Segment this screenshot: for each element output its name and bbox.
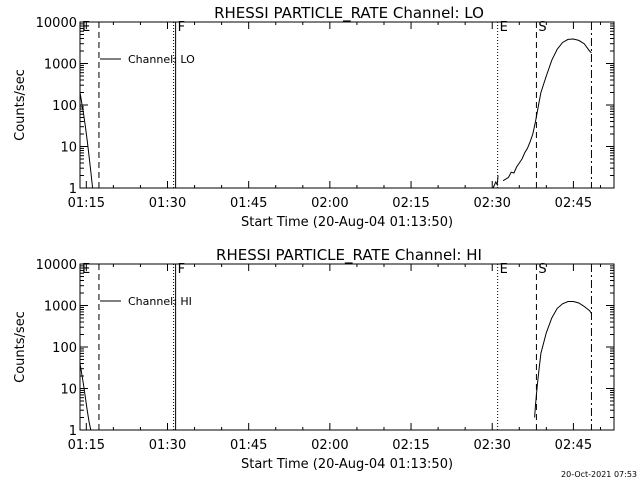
y-tick-label: 100 [52,99,77,114]
x-tick-label: 02:00 [311,196,348,211]
x-tick-label: 02:45 [555,196,592,211]
plot-frame [79,263,615,431]
series-line [79,92,94,189]
y-tick-label: 1 [69,182,77,197]
x-axis-label: Start Time (20-Aug-04 01:13:50) [241,457,453,472]
y-tick-label: 10000 [36,258,77,273]
series-line [502,38,592,182]
y-tick-label: 10 [60,383,77,398]
chart-title: RHESSI PARTICLE_RATE Channel: HI [216,246,482,265]
legend-entry: Channel: LO [128,53,195,66]
x-tick-label: 02:15 [392,438,429,453]
x-axis-label: Start Time (20-Aug-04 01:13:50) [241,215,453,230]
y-axis-label: Counts/sec [13,311,28,383]
event-marker-label: S [538,20,546,35]
x-tick-label: 01:45 [230,438,267,453]
y-axis-label: Counts/sec [13,69,28,141]
event-marker-label: F [178,262,185,277]
plot-frame [79,21,615,189]
x-tick-label: 01:45 [230,196,267,211]
series-line [492,175,499,189]
x-tick-label: 02:30 [473,196,510,211]
series-line [534,301,592,418]
event-marker-label: S [538,262,546,277]
event-marker-label: E [500,20,508,35]
x-tick-label: 01:30 [149,438,186,453]
chart-title: RHESSI PARTICLE_RATE Channel: LO [214,4,484,23]
x-tick-label: 01:15 [68,438,105,453]
y-tick-label: 10000 [36,16,77,31]
event-marker-label: F [178,20,185,35]
x-tick-label: 01:30 [149,196,186,211]
hi-channel-plot: RHESSI PARTICLE_RATE Channel: HI Start Ti… [13,246,615,472]
lo-channel-plot: RHESSI PARTICLE_RATE Channel: LO Start Ti… [13,4,615,230]
x-tick-label: 02:00 [311,438,348,453]
event-marker-label: E [82,262,90,277]
x-tick-label: 02:45 [555,438,592,453]
y-tick-label: 1000 [44,300,77,315]
event-marker-label: E [82,20,90,35]
x-tick-label: 02:15 [392,196,429,211]
x-tick-label: 01:15 [68,196,105,211]
y-tick-label: 1 [69,424,77,439]
event-marker-label: E [500,262,508,277]
legend-entry: Channel: HI [128,295,192,308]
y-tick-label: 100 [52,341,77,356]
y-tick-label: 10 [60,141,77,156]
y-tick-label: 1000 [44,58,77,73]
footer-timestamp: 20-Oct-2021 07:53 [561,470,637,479]
series-line [79,363,92,431]
x-tick-label: 02:30 [473,438,510,453]
